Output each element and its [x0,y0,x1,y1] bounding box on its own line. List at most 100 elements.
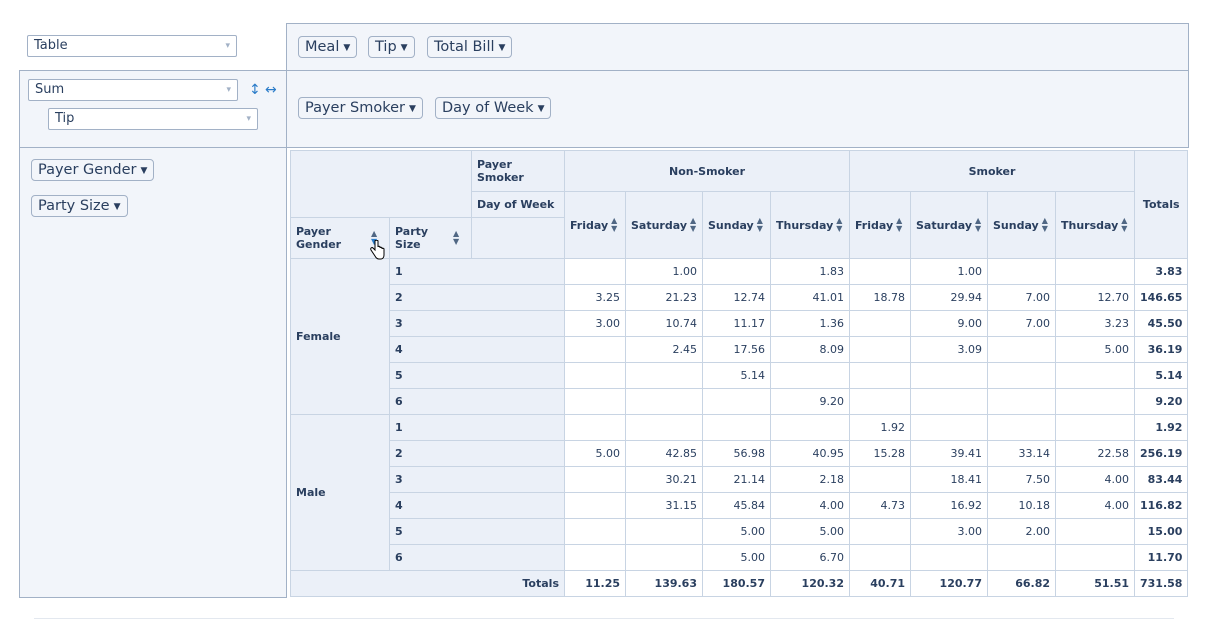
table-cell[interactable]: 3.00 [910,518,988,545]
table-cell[interactable]: 39.41 [910,440,988,467]
table-cell[interactable]: 7.50 [987,466,1056,493]
renderer-select[interactable]: Table ▾ [27,35,237,57]
day-header[interactable]: Friday ▲ ▼ [849,191,911,259]
row-total-cell[interactable]: 146.65 [1133,284,1189,311]
row-total-cell[interactable]: 256.19 [1133,440,1189,467]
attr-pill-day-of-week[interactable]: Day of Week ▼ [435,97,552,119]
table-cell[interactable] [849,258,911,285]
day-header[interactable]: Sunday ▲ ▼ [702,191,771,259]
table-cell[interactable]: 18.41 [910,466,988,493]
table-cell[interactable]: 12.70 [1055,284,1135,311]
table-cell[interactable] [910,388,988,415]
sort-arrows-icon[interactable]: ▲ ▼ [611,216,618,233]
day-header[interactable]: Thursday ▲ ▼ [1055,191,1135,259]
table-cell[interactable] [987,388,1056,415]
col-total-cell[interactable]: 120.32 [770,570,850,597]
table-cell[interactable]: 16.92 [910,492,988,519]
table-cell[interactable]: 3.25 [564,284,626,311]
table-cell[interactable]: 3.23 [1055,310,1135,337]
table-cell[interactable]: 4.00 [1055,466,1135,493]
table-cell[interactable] [564,544,626,571]
table-cell[interactable]: 7.00 [987,284,1056,311]
table-cell[interactable]: 5.14 [702,362,771,389]
col-total-cell[interactable]: 11.25 [564,570,626,597]
table-cell[interactable]: 2.45 [625,336,703,363]
table-cell[interactable] [564,466,626,493]
day-header[interactable]: Thursday ▲ ▼ [770,191,850,259]
table-cell[interactable]: 4.00 [770,492,850,519]
table-cell[interactable] [910,362,988,389]
table-cell[interactable] [910,544,988,571]
sort-arrows-icon[interactable]: ▲ ▼ [896,216,903,233]
day-header[interactable]: Sunday ▲ ▼ [987,191,1056,259]
table-cell[interactable]: 22.58 [1055,440,1135,467]
row-total-cell[interactable]: 45.50 [1133,310,1189,337]
caret-down-icon[interactable]: ▼ [409,104,416,114]
col-total-cell[interactable]: 66.82 [987,570,1056,597]
table-cell[interactable]: 12.74 [702,284,771,311]
table-cell[interactable]: 5.00 [702,544,771,571]
col-total-cell[interactable]: 40.71 [849,570,911,597]
row-total-cell[interactable]: 5.14 [1133,362,1189,389]
table-cell[interactable]: 41.01 [770,284,850,311]
day-header[interactable]: Saturday ▲ ▼ [625,191,703,259]
table-cell[interactable]: 1.92 [849,414,911,441]
table-cell[interactable]: 3.09 [910,336,988,363]
table-cell[interactable] [1055,414,1135,441]
table-cell[interactable]: 9.00 [910,310,988,337]
table-cell[interactable]: 42.85 [625,440,703,467]
table-cell[interactable] [564,362,626,389]
day-header[interactable]: Saturday ▲ ▼ [910,191,988,259]
table-cell[interactable] [564,336,626,363]
sort-arrows-icon[interactable]: ▲ ▼ [836,216,843,233]
caret-down-icon[interactable]: ▼ [498,43,506,53]
table-cell[interactable]: 30.21 [625,466,703,493]
table-cell[interactable]: 45.84 [702,492,771,519]
attr-pill-payer-gender[interactable]: Payer Gender ▼ [31,159,155,181]
table-cell[interactable]: 17.56 [702,336,771,363]
row-total-cell[interactable]: 3.83 [1133,258,1189,285]
table-cell[interactable] [849,336,911,363]
attr-pill-tip[interactable]: Tip ▼ [368,36,415,58]
table-cell[interactable]: 29.94 [910,284,988,311]
table-cell[interactable] [1055,258,1135,285]
aggregator-attribute-select[interactable]: Tip ▾ [48,108,258,130]
row-total-cell[interactable]: 9.20 [1133,388,1189,415]
sort-arrows-icon[interactable]: ▲ ▼ [1121,216,1128,233]
table-cell[interactable]: 7.00 [987,310,1056,337]
row-total-cell[interactable]: 15.00 [1133,518,1189,545]
table-cell[interactable] [564,492,626,519]
table-cell[interactable]: 4.73 [849,492,911,519]
table-cell[interactable] [564,414,626,441]
row-order-toggle-icon[interactable]: ↕ [249,82,261,98]
table-cell[interactable]: 33.14 [987,440,1056,467]
table-cell[interactable] [910,414,988,441]
table-cell[interactable] [987,362,1056,389]
table-cell[interactable]: 2.00 [987,518,1056,545]
row-total-cell[interactable]: 83.44 [1133,466,1189,493]
col-total-cell[interactable]: 139.63 [625,570,703,597]
table-cell[interactable]: 1.83 [770,258,850,285]
table-cell[interactable]: 3.00 [564,310,626,337]
col-total-cell[interactable]: 120.77 [910,570,988,597]
table-cell[interactable]: 18.78 [849,284,911,311]
row-total-cell[interactable]: 116.82 [1133,492,1189,519]
caret-down-icon[interactable]: ▼ [140,166,148,176]
table-cell[interactable]: 1.00 [625,258,703,285]
table-cell[interactable]: 1.36 [770,310,850,337]
table-cell[interactable]: 8.09 [770,336,850,363]
table-cell[interactable] [849,388,911,415]
table-cell[interactable] [564,518,626,545]
table-cell[interactable]: 5.00 [770,518,850,545]
table-cell[interactable]: 10.74 [625,310,703,337]
table-cell[interactable]: 31.15 [625,492,703,519]
col-total-cell[interactable]: 180.57 [702,570,771,597]
sort-arrows-icon[interactable]: ▲ ▼ [371,229,378,246]
day-header[interactable]: Friday ▲ ▼ [564,191,626,259]
table-cell[interactable] [625,388,703,415]
table-cell[interactable] [849,362,911,389]
table-cell[interactable]: 40.95 [770,440,850,467]
table-cell[interactable] [987,258,1056,285]
table-cell[interactable] [849,544,911,571]
attr-pill-payer-smoker[interactable]: Payer Smoker ▼ [298,97,423,119]
